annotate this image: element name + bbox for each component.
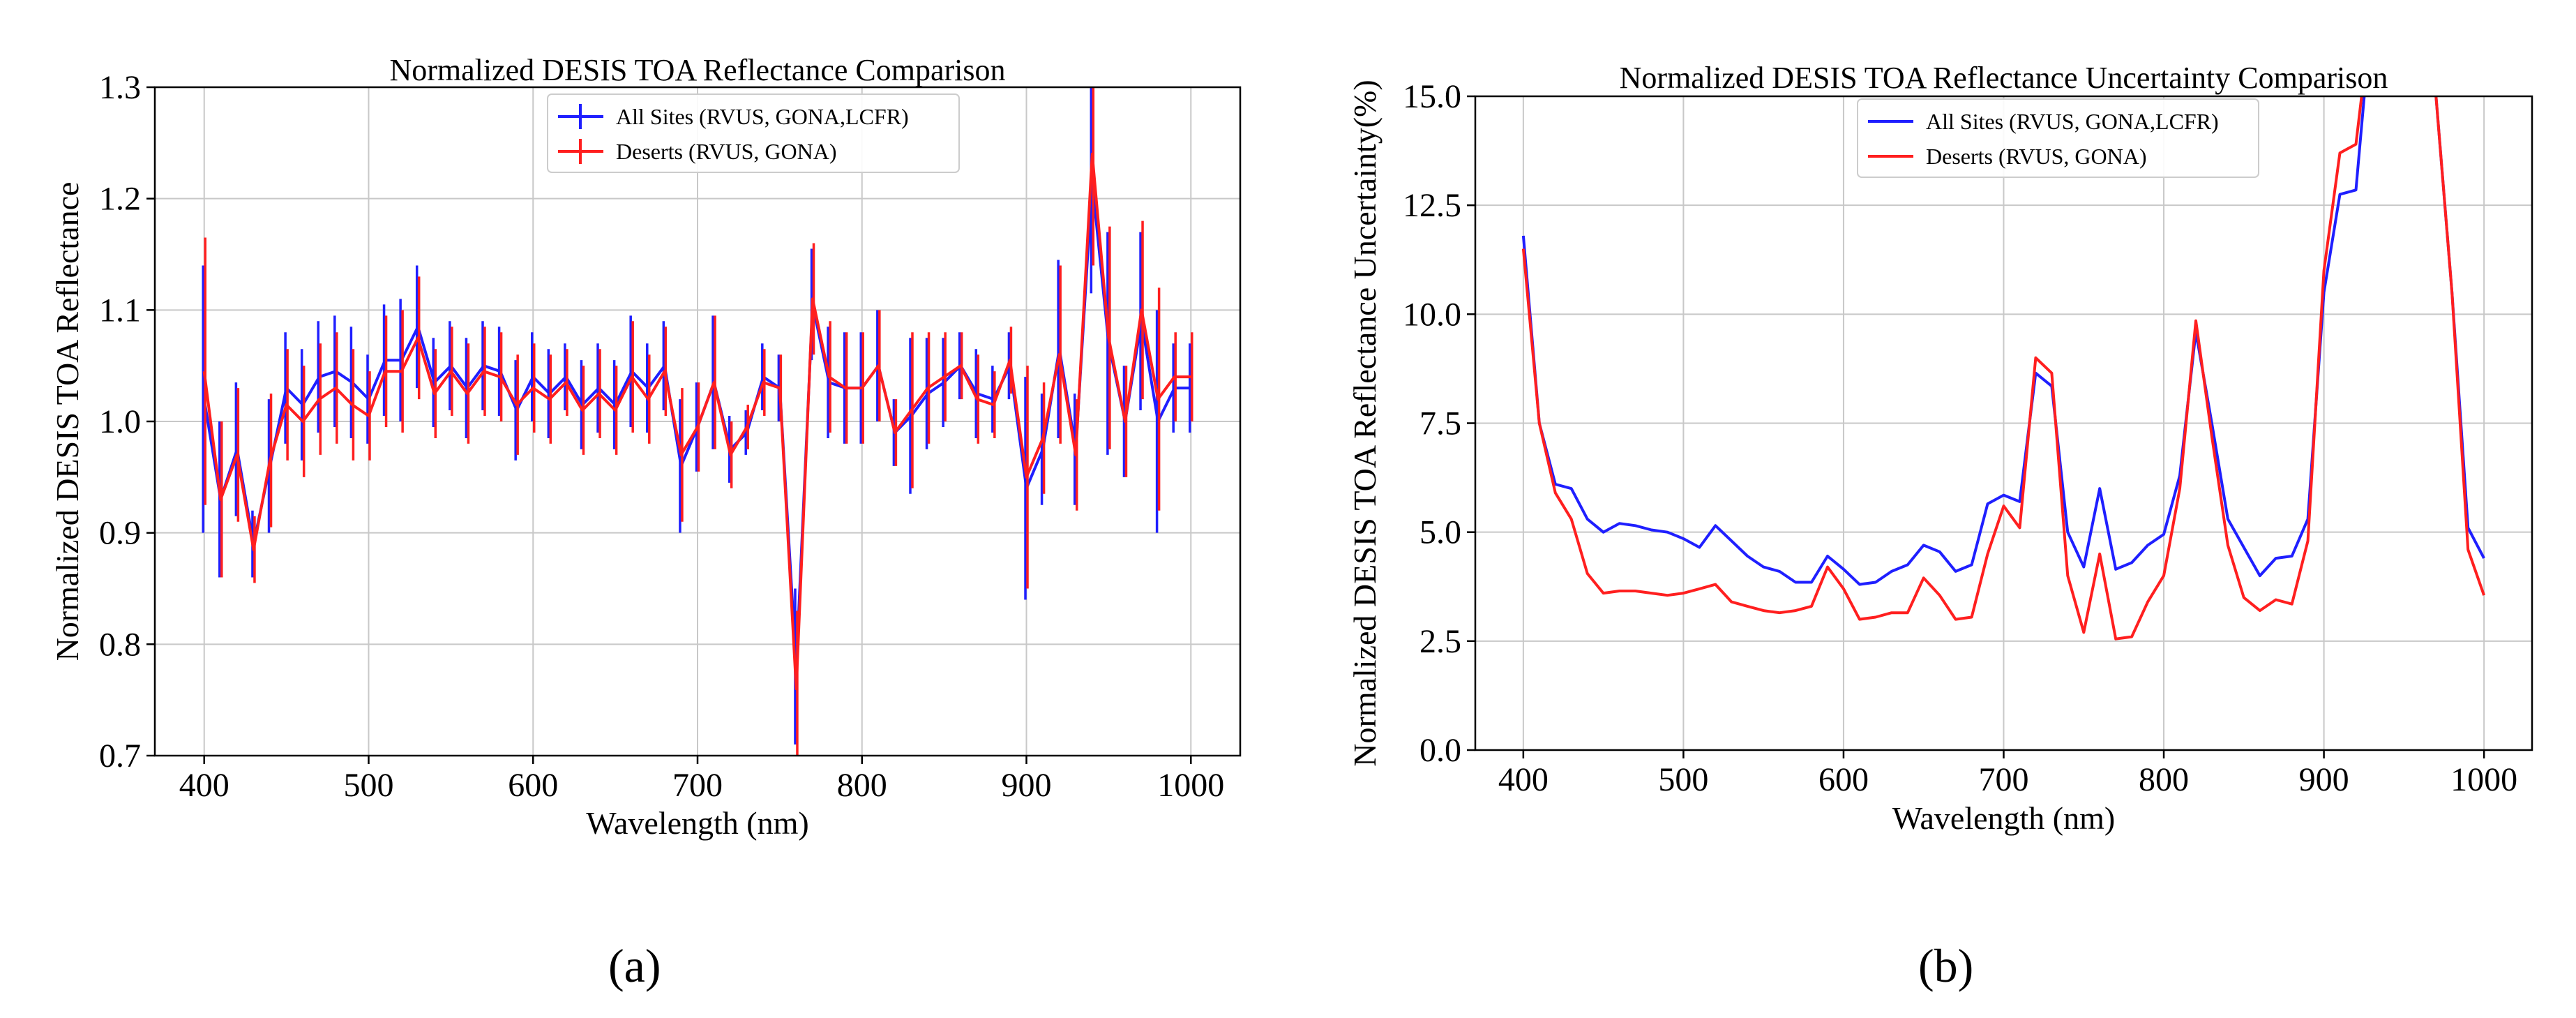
chart-b-x-label: Wavelength (nm) bbox=[1892, 800, 2115, 836]
chart-a-y-label: Normalized DESIS TOA Reflectance bbox=[50, 182, 85, 661]
chart-a-legend: All Sites (RVUS, GONA,LCFR) Deserts (RVU… bbox=[547, 93, 960, 173]
legend-label-deserts: Deserts (RVUS, GONA) bbox=[616, 139, 837, 164]
panel-label-a: (a) bbox=[608, 939, 661, 992]
chart-b-series bbox=[1521, 96, 2485, 641]
legend-entry-deserts: Deserts (RVUS, GONA) bbox=[558, 139, 837, 164]
series-deserts bbox=[1521, 96, 2485, 641]
chart-b-title: Normalized DESIS TOA Reflectance Uncerta… bbox=[1620, 61, 2388, 95]
legend-entry-deserts: Deserts (RVUS, GONA) bbox=[1868, 144, 2147, 169]
chart-a: 400 500 600 700 800 900 1000 0.7 0.8 0.9 1.0 1.1 1.… bbox=[50, 53, 1242, 841]
y-tick-label: 1.0 bbox=[99, 403, 141, 440]
chart-a-x-ticks: 400 500 600 700 800 900 1000 bbox=[179, 756, 1224, 804]
legend-label-all-sites: All Sites (RVUS, GONA,LCFR) bbox=[616, 104, 909, 129]
series-deserts bbox=[202, 87, 1193, 756]
x-tick-label: 1000 bbox=[2450, 761, 2517, 798]
chart-b-y-label: Normalized DESIS TOA Reflectance Uncerta… bbox=[1347, 80, 1383, 766]
chart-a-x-label: Wavelength (nm) bbox=[586, 805, 808, 841]
x-tick-label: 500 bbox=[1658, 761, 1708, 798]
x-tick-label: 800 bbox=[837, 767, 887, 804]
y-tick-label: 5.0 bbox=[1419, 514, 1461, 551]
legend-entry-all-sites: All Sites (RVUS, GONA,LCFR) bbox=[558, 104, 909, 129]
chart-b-legend-box bbox=[1857, 98, 2259, 178]
y-tick-label: 1.1 bbox=[99, 292, 141, 329]
x-tick-label: 700 bbox=[672, 767, 723, 804]
chart-a-y-ticks: 0.7 0.8 0.9 1.0 1.1 1.2 1.3 bbox=[99, 69, 155, 774]
x-tick-label: 500 bbox=[343, 767, 393, 804]
x-tick-label: 700 bbox=[1979, 761, 2029, 798]
legend-entry-all-sites: All Sites (RVUS, GONA,LCFR) bbox=[1868, 109, 2219, 134]
y-tick-label: 0.0 bbox=[1419, 732, 1461, 769]
y-tick-label: 0.9 bbox=[99, 515, 141, 552]
y-tick-label: 0.7 bbox=[99, 738, 141, 774]
x-tick-label: 600 bbox=[508, 767, 558, 804]
chart-b-x-ticks: 400 500 600 700 800 900 1000 bbox=[1498, 750, 2517, 798]
y-tick-label: 2.5 bbox=[1419, 623, 1461, 660]
chart-a-title: Normalized DESIS TOA Reflectance Compari… bbox=[389, 53, 1005, 87]
y-tick-label: 10.0 bbox=[1403, 296, 1461, 333]
y-tick-label: 12.5 bbox=[1403, 187, 1461, 224]
y-tick-label: 1.2 bbox=[99, 181, 141, 218]
chart-b-grid bbox=[1475, 96, 2532, 751]
y-tick-label: 7.5 bbox=[1419, 405, 1461, 442]
chart-b-legend: All Sites (RVUS, GONA,LCFR) Deserts (RVU… bbox=[1857, 98, 2259, 178]
x-tick-label: 800 bbox=[2139, 761, 2189, 798]
chart-b: 400 500 600 700 800 900 1000 0.0 2.5 5.0 7.5 10.0 1… bbox=[1347, 61, 2533, 836]
legend-label-all-sites: All Sites (RVUS, GONA,LCFR) bbox=[1926, 109, 2219, 134]
x-tick-label: 900 bbox=[1002, 767, 1052, 804]
series-line bbox=[1521, 96, 2485, 641]
x-tick-label: 400 bbox=[179, 767, 229, 804]
chart-a-legend-box bbox=[547, 93, 960, 173]
y-tick-label: 1.3 bbox=[99, 69, 141, 106]
y-tick-label: 15.0 bbox=[1403, 78, 1461, 115]
series-line bbox=[202, 152, 1191, 691]
x-tick-label: 1000 bbox=[1157, 767, 1224, 804]
legend-label-deserts: Deserts (RVUS, GONA) bbox=[1926, 144, 2147, 169]
chart-a-series bbox=[202, 87, 1193, 756]
x-tick-label: 400 bbox=[1498, 761, 1549, 798]
x-tick-label: 600 bbox=[1818, 761, 1869, 798]
chart-b-y-ticks: 0.0 2.5 5.0 7.5 10.0 12.5 15.0 bbox=[1403, 78, 1475, 769]
x-tick-label: 900 bbox=[2299, 761, 2349, 798]
y-tick-label: 0.8 bbox=[99, 626, 141, 663]
panel-label-b: (b) bbox=[1918, 939, 1974, 992]
